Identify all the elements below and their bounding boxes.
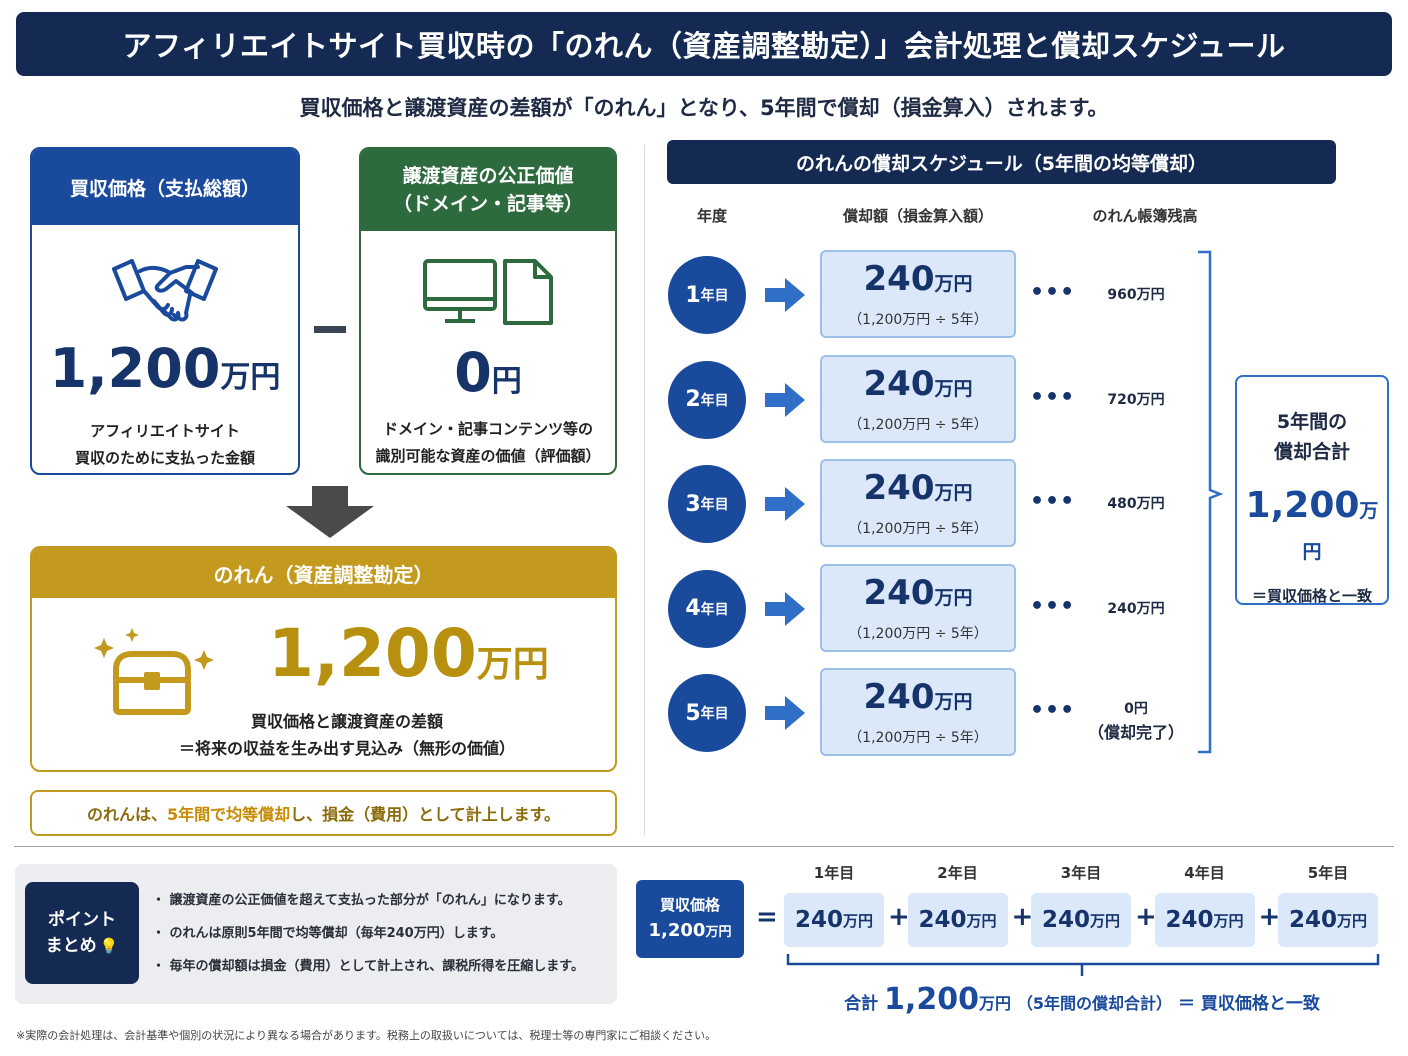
equation-amount-pill: 240 万円 <box>1278 893 1378 947</box>
subtitle: 買収価格と譲渡資産の差額が「のれん」となり、5年間で償却（損金算入）されます。 <box>299 96 1109 120</box>
sum-brace <box>786 954 1380 976</box>
balance-value: 480万円 <box>1107 496 1165 512</box>
handshake-icon <box>32 255 298 325</box>
equation-amount-pill: 240 万円 <box>784 893 884 947</box>
purchase-price-card: 買収価格（支払総額） 1,200万円 アフィリエイトサイト 買収のために支払った… <box>30 147 300 475</box>
page-title: アフィリエイトサイト買収時の「のれん（資産調整勘定）」会計処理と償却スケジュール <box>16 12 1392 76</box>
assets-value: 0円 <box>454 341 522 404</box>
plus-sign: + <box>888 902 910 932</box>
amortization-box: 240万円 （1,200万円 ÷ 5年） <box>820 563 1016 652</box>
right-arrow-icon <box>765 278 805 316</box>
balance-value: 960万円 <box>1107 287 1165 303</box>
right-arrow-icon <box>765 591 805 630</box>
goodwill-value: 1,200万円 <box>268 615 549 692</box>
equation-year-label: 4年目 <box>1184 864 1225 882</box>
plus-sign: + <box>1258 902 1281 932</box>
divider <box>644 145 645 835</box>
bracket <box>1198 250 1224 754</box>
list-item: ・ 譲渡資産の公正価値を超えて支払った部分が「のれん」になります。 <box>152 893 571 908</box>
equation-year-label: 2年目 <box>937 864 978 882</box>
sum-line: 合計 1,200万円 （5年間の償却合計） ＝ 買収価格と一致 <box>844 982 1320 1017</box>
year-circle: 4 年目 <box>668 569 746 648</box>
down-arrow-icon <box>286 486 374 538</box>
total-note: ＝買収価格と一致 <box>1251 587 1372 605</box>
assets-card: 譲渡資産の公正価値 （ドメイン・記事等） 0円 ドメイン・記事コンテンツ等の 識… <box>359 147 617 475</box>
lightbulb-icon: 💡 <box>99 937 119 955</box>
amortization-box: 240万円 （1,200万円 ÷ 5年） <box>820 668 1016 756</box>
purchase-value: 1,200万円 <box>49 337 281 400</box>
balance-value: 240万円 <box>1107 600 1165 617</box>
points-list: ・ 譲渡資産の公正価値を超えて支払った部分が「のれん」になります。 ・ のれんは… <box>152 884 612 983</box>
equation-amount-pill: 240 万円 <box>1154 893 1255 947</box>
plus-sign: + <box>1135 902 1157 932</box>
dots-connector: ••• <box>1030 384 1076 410</box>
list-item: ・ 毎年の償却額は損金（費用）として計上され、課税所得を圧縮します。 <box>152 959 584 974</box>
total-value: 1,200万円 <box>1245 485 1379 563</box>
dots-connector: ••• <box>1030 593 1076 619</box>
equation-amount-pill: 240 万円 <box>907 893 1008 947</box>
col-balance-label: のれん帳簿残高 <box>1092 207 1198 225</box>
col-amount-label: 償却額（損金算入額） <box>842 207 993 225</box>
right-arrow-icon <box>765 382 805 421</box>
equation-amount-pill: 240 万円 <box>1031 893 1131 947</box>
equation-purchase-box: 買収価格 1,200万円 <box>636 880 744 958</box>
year-circle: 3 年目 <box>668 465 746 543</box>
plus-sign: + <box>1011 902 1034 932</box>
purchase-card-heading: 買収価格（支払総額） <box>32 149 298 225</box>
total-box: 5年間の 償却合計 1,200万円 ＝買収価格と一致 <box>1235 375 1389 605</box>
col-year-label: 年度 <box>696 207 727 225</box>
right-arrow-icon <box>765 487 805 525</box>
minus-sign <box>314 326 346 333</box>
dots-connector: ••• <box>1030 489 1076 514</box>
footnote: ※実際の会計処理は、会計基準や個別の状況により異なる場合があります。税務上の取扱… <box>16 1029 717 1042</box>
purchase-desc: アフィリエイトサイト 買収のために支払った金額 <box>74 422 255 467</box>
points-badge: ポイント まとめ 💡 <box>25 882 139 984</box>
balance-value: 720万円 <box>1107 391 1165 408</box>
assets-card-heading: 譲渡資産の公正価値 （ドメイン・記事等） <box>361 149 615 231</box>
treasure-chest-icon <box>94 628 214 715</box>
amortization-box: 240万円 （1,200万円 ÷ 5年） <box>820 354 1016 443</box>
equation-year-label: 3年目 <box>1060 864 1102 882</box>
dots-connector: ••• <box>1030 280 1076 305</box>
assets-desc: ドメイン・記事コンテンツ等の 識別可能な資産の価値（評価額） <box>375 420 601 465</box>
total-label: 5年間の 償却合計 <box>1273 411 1350 463</box>
year-circle: 2 年目 <box>668 360 746 439</box>
list-item: ・ のれんは原則5年間で均等償却（毎年240万円）します。 <box>152 926 504 941</box>
goodwill-card: のれん（資産調整勘定） 1,200万円 買収価格と譲渡資産の差額 ＝将来の収益を… <box>30 546 617 772</box>
dots-connector: ••• <box>1030 698 1076 723</box>
equation-year-label: 5年目 <box>1307 864 1349 882</box>
right-arrow-icon <box>765 696 805 734</box>
goodwill-desc: 買収価格と譲渡資産の差額 ＝将来の収益を生み出す見込み（無形の価値） <box>178 712 515 758</box>
goodwill-heading: のれん（資産調整勘定） <box>32 548 615 598</box>
schedule-heading: のれんの償却スケジュール（5年間の均等償却） <box>667 140 1336 184</box>
year-circle: 5 年目 <box>668 674 746 752</box>
amortization-box: 240万円 （1,200万円 ÷ 5年） <box>820 459 1016 547</box>
equals-sign: = <box>756 902 778 932</box>
equation-year-label: 1年目 <box>813 864 855 882</box>
monitor-document-icon <box>361 257 615 327</box>
amortization-box: 240万円 （1,200万円 ÷ 5年） <box>820 250 1016 338</box>
goodwill-note: のれんは、 5年間で均等償却 し、損金（費用）として計上します。 <box>30 790 617 836</box>
divider-horizontal <box>14 846 1394 847</box>
balance-value: 0円 （償却完了） <box>1087 701 1184 742</box>
year-circle: 1 年目 <box>668 256 746 334</box>
